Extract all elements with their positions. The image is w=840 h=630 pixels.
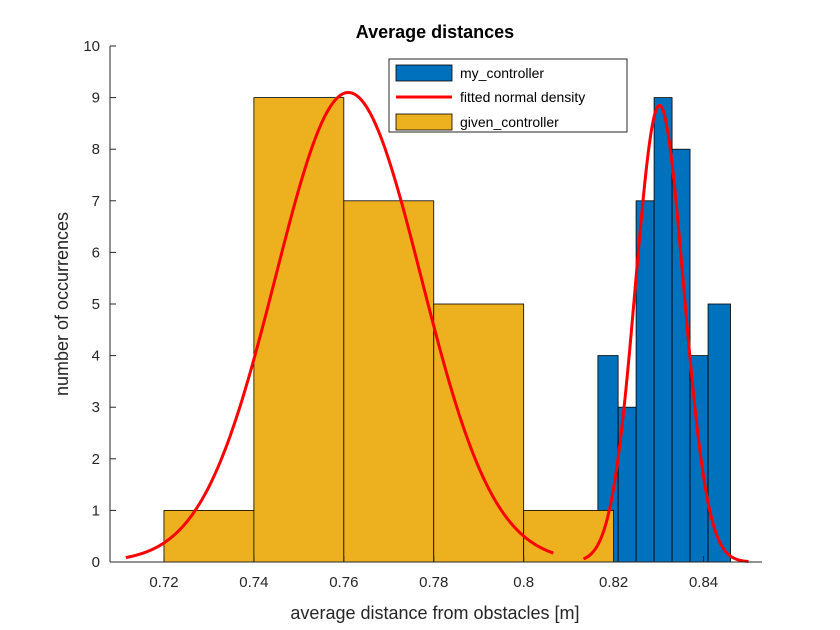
legend: my_controller fitted normal density give… [388,58,628,133]
legend-swatch-given-controller [395,113,453,131]
y-tick-label-7: 7 [92,193,100,210]
legend-swatch-my-controller [395,64,453,82]
x-tick-label-0.84: 0.84 [689,574,718,591]
bars-layer [163,97,731,563]
bar-given-controller-4 [523,509,615,563]
y-tick-label-0: 0 [92,554,100,571]
bar-my-controller-3 [653,97,673,563]
y-tick-label-8: 8 [92,141,100,158]
bar-given-controller-2 [343,200,435,563]
x-tick-label-0.78: 0.78 [419,574,448,591]
fit-curve-my-controller [582,103,749,564]
y-tick-label-3: 3 [92,399,100,416]
legend-label-my-controller: my_controller [460,65,544,81]
y-tick-label-6: 6 [92,244,100,261]
legend-label-fitted-normal-density: fitted normal density [460,89,585,105]
y-tick-label-10: 10 [83,38,100,55]
x-tick-label-0.72: 0.72 [149,574,178,591]
x-tick-label-0.74: 0.74 [239,574,268,591]
axes-layer: 0.72 0.74 0.76 0.78 0.8 0.82 0.84 0 1 2 3 4 5 6 7 8 9 10 [83,38,762,591]
legend-label-given-controller: given_controller [460,114,559,130]
y-tick-label-5: 5 [92,296,100,313]
x-tick-label-0.8: 0.8 [513,574,534,591]
y-tick-label-9: 9 [92,90,100,107]
x-tick-label-0.82: 0.82 [599,574,628,591]
y-tick-label-4: 4 [92,348,100,365]
fit-curves-layer [125,90,749,564]
chart-title: Average distances [356,22,514,42]
y-axis-label: number of occurrences [52,212,72,396]
x-tick-label-0.76: 0.76 [329,574,358,591]
y-tick-label-2: 2 [92,451,100,468]
x-axis-label: average distance from obstacles [m] [290,603,579,623]
bar-given-controller-0 [163,509,255,563]
bar-my-controller-4 [671,148,691,563]
y-tick-label-1: 1 [92,502,100,519]
fit-curve-given-controller [125,90,554,560]
bar-given-controller-1 [253,97,345,563]
